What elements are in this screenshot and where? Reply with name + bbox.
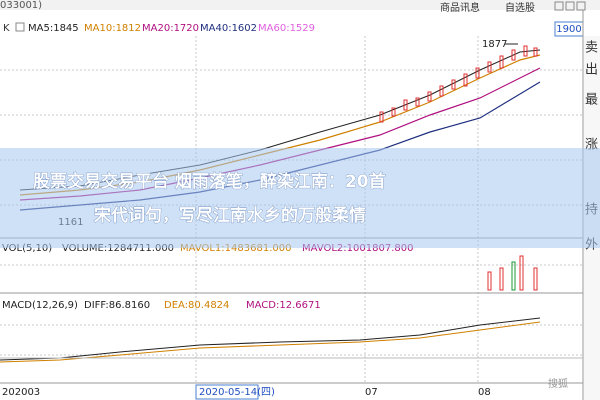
window-button[interactable] [576,1,586,11]
toggle-box[interactable] [15,22,25,32]
vol-label: VOL(5,10) [2,243,52,254]
ma-label: MA20:1720 [142,23,199,34]
date-label: 202003 [2,387,40,398]
ma-label: MA40:1602 [200,23,257,34]
sidebar-label: 最 [585,93,598,108]
window-button[interactable] [554,1,564,11]
volume-bars [487,255,538,291]
link[interactable]: 自选股 [505,1,535,14]
banner-title: 股票交易交易平台 烟雨落笔，醉染江南：20首 [33,171,386,192]
vol-label: VOLUME:1284711.000 [62,243,174,254]
date-cursor [195,384,259,400]
macd-label: DIFF:86.8160 [84,300,150,311]
banner [0,148,600,248]
diff-line [0,317,541,361]
high-label: 1877 [482,39,507,50]
banner-title: 宋代词句，写尽江南水乡的万般柔情 [93,205,366,226]
stock-code: 033001) [0,0,42,11]
candles [379,45,538,123]
vol-label: MAVOL2:1001807.800 [302,243,413,254]
date-label: 08 [478,387,491,398]
sidebar-label: 出 [585,63,598,78]
sidebar-label: 卖 [585,41,598,56]
date-label: 2020-05-14(四) [199,387,275,398]
link[interactable]: 商品讯息 [440,1,480,14]
vol-label: MAVOL1:1483681.000 [180,243,291,254]
macd-label: DEA:80.4824 [164,300,229,311]
macd-label: MACD(12,26,9) [2,300,78,311]
ma-label: MA5:1845 [28,23,79,34]
ma-label: MA10:1812 [84,23,141,34]
macd-label: MACD:12.6671 [246,300,321,311]
date-label: 07 [365,387,378,398]
title-bar [0,0,600,10]
ma-label: MA60:1529 [258,23,315,34]
watermark: 搜狐 [548,377,568,390]
price-box-label: 1900 [556,24,581,35]
period: K [3,23,10,34]
window-button[interactable] [565,1,575,11]
